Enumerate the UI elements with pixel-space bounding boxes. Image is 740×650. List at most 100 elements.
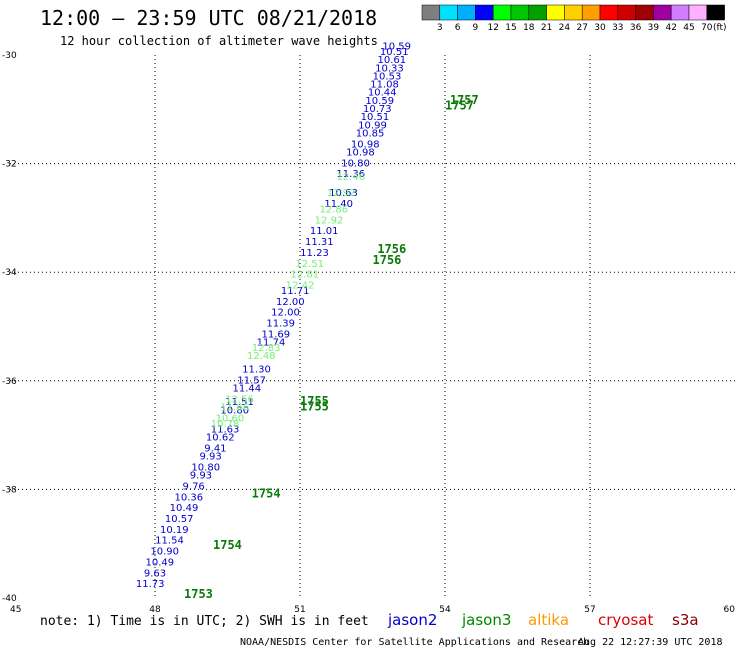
data-point-label-jason2: 10.61	[378, 55, 407, 66]
data-point-label-jason2: 10.57	[165, 514, 194, 525]
colorbar-swatch	[599, 4, 619, 21]
colorbar-swatch	[635, 4, 654, 21]
time-label: 1755	[300, 394, 329, 408]
data-point-label-jason2: 10.49	[170, 503, 199, 514]
colorbar-swatch	[581, 4, 601, 21]
data-point-label-jason3: 12.81	[291, 270, 320, 281]
colorbar-swatch	[528, 4, 547, 21]
data-point-label-jason2: 11.73	[136, 579, 165, 590]
colorbar-swatch	[688, 4, 708, 21]
data-point-label-jason2: 11.74	[257, 338, 286, 349]
data-point-label-jason2: 10.80	[341, 158, 370, 169]
data-point-label-jason3: 12.56	[225, 395, 254, 406]
colorbar-swatch	[439, 4, 458, 21]
data-point-label-jason2: 11.51	[225, 397, 254, 408]
data-point-label-jason3: 12.92	[327, 188, 356, 199]
data-point-label-jason2: 10.53	[373, 71, 402, 82]
data-point-label-jason2: 11.01	[310, 226, 339, 237]
colorbar-swatch	[492, 4, 512, 21]
y-tick-label: -32	[2, 160, 17, 170]
data-point-label-jason2: 10.98	[346, 147, 375, 158]
data-point-label-jason2: 10.19	[160, 525, 189, 536]
data-point-label-jason2: 11.63	[211, 424, 240, 435]
plot-axes: 45 48 51 54 57 60 -30 -32 -34 -36 -38 -40	[2, 51, 735, 615]
data-point-label-jason2: 10.80	[220, 405, 249, 416]
data-point-label-jason3: 12.42	[286, 280, 315, 291]
data-point-label-jason2: 11.30	[242, 365, 271, 376]
x-tick-label: 51	[294, 605, 305, 615]
data-point-label-jason2: 9.63	[144, 568, 166, 579]
colorbar-swatch	[475, 4, 494, 21]
data-point-label-jason2: 10.44	[368, 88, 397, 99]
satellite-label-altika: altika	[528, 611, 569, 629]
satellite-legend: jason2 jason3 altika cryosat s3a	[387, 611, 699, 629]
colorbar-tick-label: 27	[576, 23, 587, 33]
satellite-label-jason3: jason3	[461, 611, 511, 629]
y-tick-label: -36	[2, 377, 17, 387]
data-point-label-jason2: 10.90	[150, 547, 179, 558]
data-point-label-jason2: 10.85	[356, 128, 385, 139]
y-tick-label: -40	[2, 594, 17, 604]
data-point-label-jason3: 12.86	[320, 204, 349, 215]
data-point-label-jason3: 12.51	[295, 259, 324, 270]
data-point-label-jason2: 9.76	[183, 481, 205, 492]
y-tick-label: -38	[2, 485, 17, 495]
data-point-label-jason2: 12.00	[271, 308, 300, 319]
data-point-label-jason2: 10.63	[329, 188, 358, 199]
data-point-label-jason3: 10.78	[211, 419, 240, 430]
footer-credit: NOAA/NESDIS Center for Satellite Applica…	[240, 637, 589, 648]
data-point-label-jason2: 11.54	[155, 536, 184, 547]
data-point-label-jason2: 11.36	[336, 169, 365, 180]
x-tick-label: 60	[724, 605, 736, 615]
data-point-label-jason3: 10.60	[216, 414, 245, 425]
colorbar-swatch	[546, 4, 565, 21]
data-point-label-jason2: 11.44	[233, 384, 262, 395]
data-point-label-jason3: 12.83	[252, 343, 281, 354]
time-label: 1757	[450, 93, 479, 107]
plot-grid	[10, 55, 735, 598]
data-point-label-jason2: 10.80	[191, 462, 220, 473]
satellite-label-jason2: jason2	[387, 611, 437, 629]
y-tick-label: -30	[2, 51, 17, 61]
data-point-label-jason2: 11.57	[237, 376, 266, 387]
footer-timestamp: Aug 22 12:27:39 UTC 2018	[578, 637, 723, 648]
data-point-label-jason2: 9.93	[190, 471, 212, 482]
time-label: 1756	[373, 253, 402, 267]
data-point-label-jason2: 11.23	[300, 248, 329, 259]
time-label: 1757	[445, 98, 474, 112]
colorbar-swatch	[670, 4, 690, 21]
colorbar-swatch	[457, 4, 476, 21]
colorbar-tick-label: 33	[612, 23, 623, 33]
satellite-label-s3a: s3a	[672, 611, 699, 629]
data-point-label-jason2: 10.62	[206, 433, 235, 444]
colorbar-tick-label: 15	[505, 23, 516, 33]
colorbar-unit-label: (ft)	[713, 23, 727, 33]
colorbar-swatch	[564, 4, 583, 21]
time-label: 1755	[300, 400, 329, 414]
colorbar-swatch	[510, 4, 530, 21]
data-point-label-jason2: 10.98	[351, 139, 380, 150]
plot-marks: 11.739.6310.4910.9011.5410.1910.5710.491…	[136, 42, 479, 601]
colorbar-tick-label: 42	[665, 23, 676, 33]
data-point-label-jason2: 10.73	[363, 104, 392, 115]
satellite-label-cryosat: cryosat	[598, 611, 653, 629]
data-point-label-jason2: 10.33	[375, 63, 404, 74]
data-point-label-jason3: 12.92	[315, 215, 344, 226]
x-tick-label: 48	[149, 605, 161, 615]
data-point-label-jason2: 11.71	[281, 286, 310, 297]
time-label: 1756	[377, 242, 406, 256]
colorbar-swatch	[653, 4, 672, 21]
data-point-label-jason2: 10.99	[358, 120, 387, 131]
data-point-label-jason2: 10.49	[146, 557, 175, 568]
data-point-label-jason2: 11.40	[324, 199, 353, 210]
colorbar-tick-label: 18	[523, 23, 535, 33]
colorbar-tick-label: 70	[701, 23, 713, 33]
data-point-label-jason2: 10.59	[365, 96, 394, 107]
data-point-label-jason3: 11.66	[220, 403, 249, 414]
time-label: 1754	[213, 538, 242, 552]
data-point-label-jason2: 11.69	[262, 329, 291, 340]
colorbar-tick-label: 3	[437, 23, 443, 33]
data-point-label-jason2: 12.00	[276, 297, 305, 308]
page-title: 12:00 — 23:59 UTC 08/21/2018	[40, 6, 377, 30]
